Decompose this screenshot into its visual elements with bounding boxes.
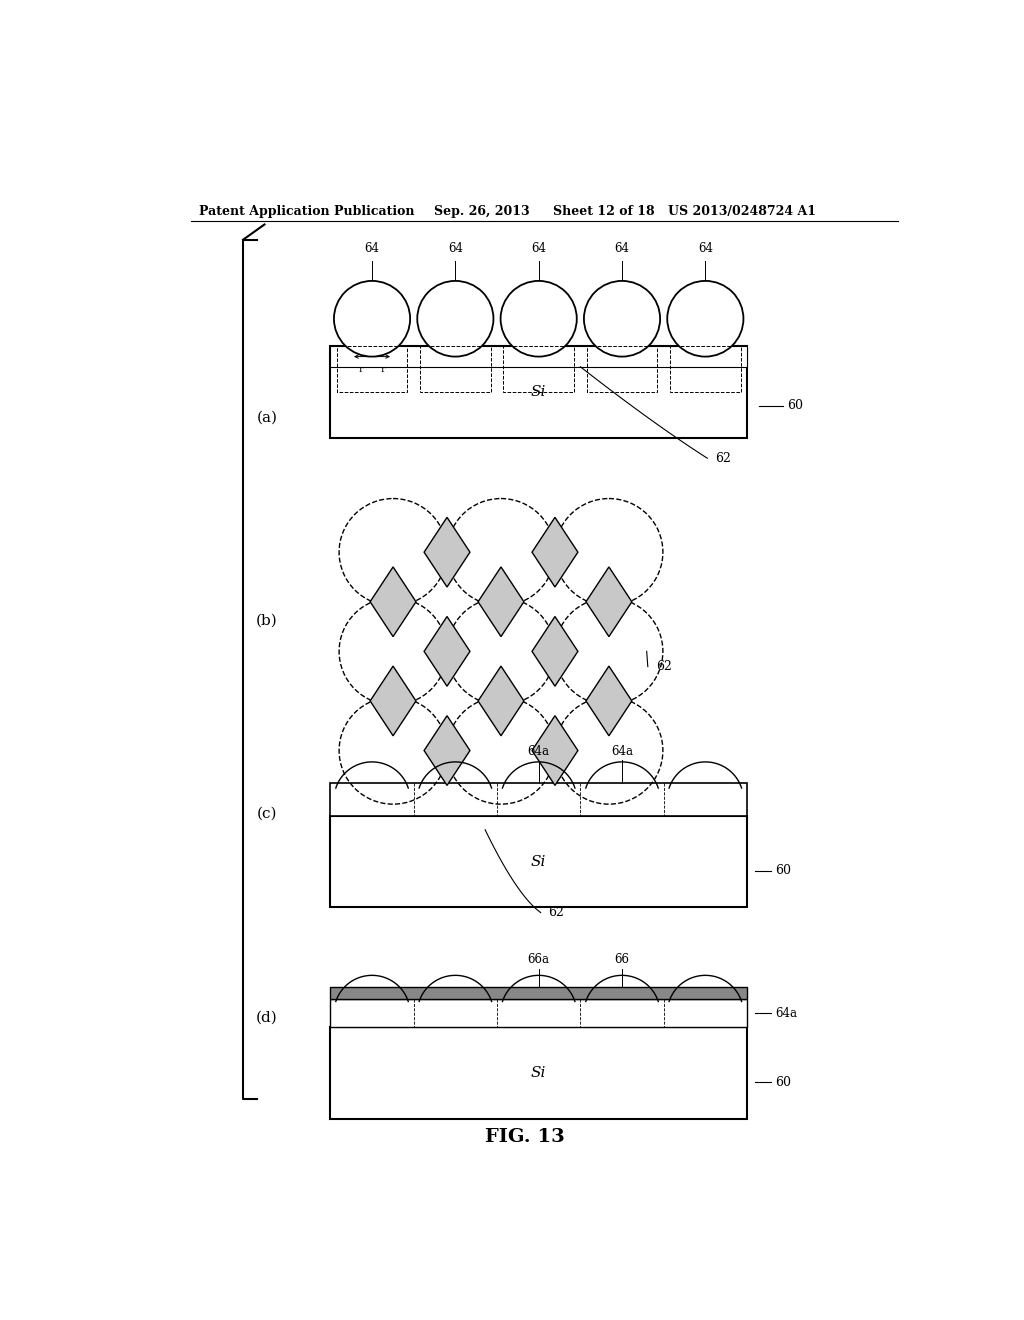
- Text: Si: Si: [531, 1067, 547, 1080]
- Text: r: r: [380, 364, 385, 374]
- Text: Si: Si: [531, 855, 547, 869]
- Text: 64a: 64a: [611, 744, 633, 758]
- Text: 64: 64: [697, 243, 713, 256]
- Polygon shape: [586, 566, 632, 636]
- Text: 64: 64: [365, 243, 380, 256]
- Circle shape: [501, 281, 577, 356]
- Text: 62: 62: [549, 906, 564, 919]
- Polygon shape: [532, 517, 578, 587]
- Text: FIG. 13: FIG. 13: [485, 1129, 564, 1146]
- Polygon shape: [370, 566, 416, 636]
- Text: 62: 62: [655, 660, 672, 673]
- Bar: [420, 346, 490, 392]
- Polygon shape: [532, 616, 578, 686]
- Text: 66a: 66a: [527, 953, 550, 966]
- Bar: [331, 999, 748, 1027]
- Text: (a): (a): [256, 411, 278, 425]
- Polygon shape: [586, 667, 632, 735]
- Bar: [331, 987, 748, 999]
- Text: Patent Application Publication: Patent Application Publication: [200, 205, 415, 218]
- Polygon shape: [478, 667, 524, 735]
- Bar: [337, 346, 408, 392]
- Bar: [587, 346, 657, 392]
- Bar: [331, 346, 748, 367]
- Text: Si: Si: [531, 385, 547, 399]
- Polygon shape: [424, 517, 470, 587]
- Text: 64a: 64a: [527, 744, 550, 758]
- Text: (d): (d): [256, 1010, 278, 1024]
- Circle shape: [584, 281, 660, 356]
- Polygon shape: [370, 667, 416, 735]
- Polygon shape: [424, 616, 470, 686]
- Text: 64: 64: [447, 243, 463, 256]
- Bar: [331, 1027, 748, 1119]
- Circle shape: [417, 281, 494, 356]
- Text: 60: 60: [775, 865, 791, 878]
- Polygon shape: [532, 715, 578, 785]
- Text: 66: 66: [614, 953, 630, 966]
- Circle shape: [334, 281, 411, 356]
- Text: 60: 60: [786, 400, 803, 412]
- Text: 60: 60: [775, 1076, 791, 1089]
- Text: Sep. 26, 2013: Sep. 26, 2013: [433, 205, 529, 218]
- Bar: [331, 816, 748, 907]
- Polygon shape: [478, 566, 524, 636]
- Text: 64: 64: [614, 243, 630, 256]
- Text: r: r: [358, 364, 362, 374]
- Text: (b): (b): [256, 614, 278, 628]
- Bar: [331, 346, 748, 438]
- Text: US 2013/0248724 A1: US 2013/0248724 A1: [668, 205, 816, 218]
- Text: 64: 64: [531, 243, 546, 256]
- Polygon shape: [424, 715, 470, 785]
- Text: Sheet 12 of 18: Sheet 12 of 18: [553, 205, 654, 218]
- Text: (c): (c): [257, 807, 278, 821]
- Bar: [331, 784, 748, 816]
- Text: 62: 62: [715, 451, 731, 465]
- Circle shape: [668, 281, 743, 356]
- Bar: [503, 346, 574, 392]
- Text: 64a: 64a: [775, 1007, 797, 1019]
- Bar: [670, 346, 740, 392]
